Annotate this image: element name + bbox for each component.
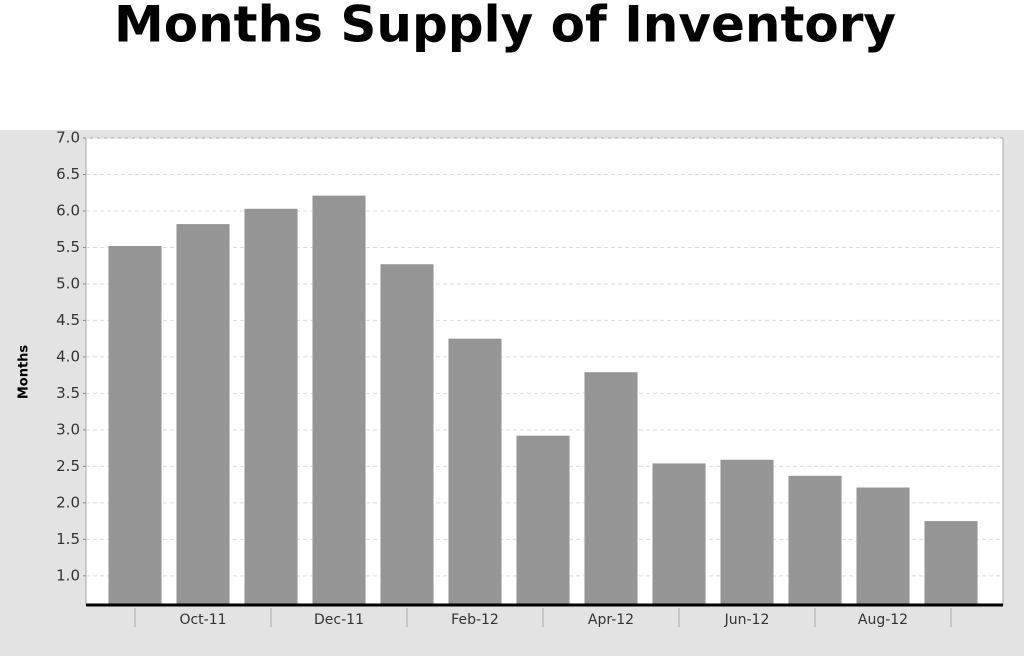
y-tick-label: 2.0 [56,493,80,511]
x-tick-label: Apr-12 [588,612,634,628]
y-tick-label: 7.0 [56,129,80,147]
bar [856,487,910,605]
y-tick-label: 4.0 [56,347,80,365]
bar [108,245,162,605]
bar [244,208,298,605]
chart-title: Months Supply of Inventory [114,0,896,54]
y-tick-label: 2.5 [56,457,80,475]
bar [448,338,502,605]
x-tick-label: Aug-12 [858,612,908,628]
bar [924,521,978,605]
bar [312,195,366,605]
x-tick-label: Jun-12 [724,612,770,628]
bar [584,372,638,605]
y-tick-label: 3.5 [56,384,80,402]
bar [720,459,774,605]
y-tick-label: 5.0 [56,274,80,292]
y-tick-label: 6.5 [56,165,80,183]
y-tick-label: 5.5 [56,238,80,256]
x-tick-label: Oct-11 [179,612,226,628]
y-axis-label: Months [17,345,32,400]
bar [516,435,570,605]
bar [176,224,230,605]
bar [788,475,842,605]
y-tick-label: 6.0 [56,201,80,219]
y-tick-label: 3.0 [56,420,80,438]
x-tick-label: Dec-11 [314,612,364,628]
y-tick-label: 4.5 [56,311,80,329]
y-tick-label: 1.0 [56,566,80,584]
bar [380,264,434,605]
y-tick-label: 1.5 [56,530,80,548]
bar [652,463,706,605]
x-tick-label: Feb-12 [451,612,499,628]
